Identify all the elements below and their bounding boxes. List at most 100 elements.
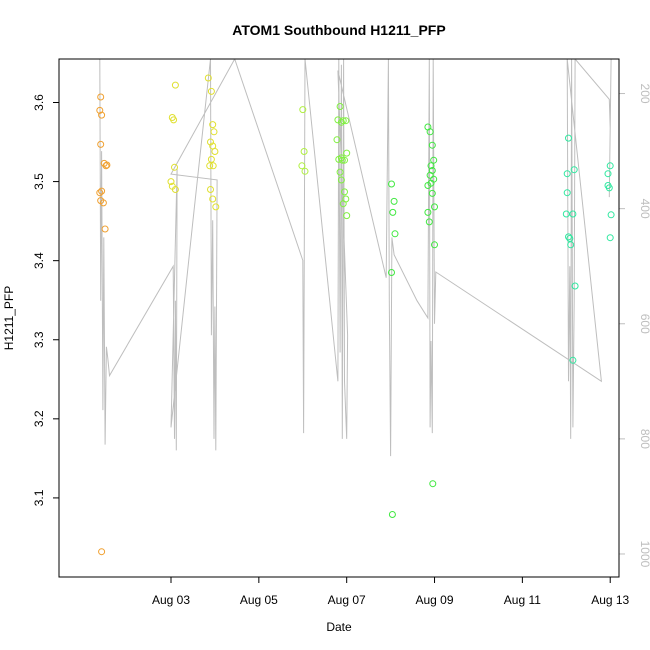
data-point: [170, 116, 178, 124]
data-point: [606, 162, 614, 170]
data-point: [388, 269, 395, 276]
y-tick-label: 3.4: [32, 252, 46, 269]
data-point: [431, 241, 438, 249]
data-points-layer: [96, 74, 615, 556]
x-tick-label: Aug 07: [328, 593, 366, 607]
data-point: [167, 178, 175, 186]
data-point: [334, 116, 342, 124]
data-point: [570, 166, 578, 174]
data-point: [605, 184, 613, 192]
altitude-line-layer: [99, 59, 612, 457]
data-point: [571, 282, 579, 290]
altitude-line: [99, 59, 612, 457]
data-point: [209, 195, 217, 203]
x-tick-label: Aug 05: [240, 593, 278, 607]
data-point: [339, 200, 347, 208]
data-point: [424, 182, 432, 189]
data-point: [103, 161, 111, 169]
data-point: [429, 480, 437, 488]
data-point: [342, 117, 350, 125]
data-point: [565, 233, 572, 241]
data-point: [426, 171, 434, 179]
right-tick-label: 800: [638, 429, 650, 449]
data-point: [604, 170, 612, 178]
data-point: [391, 230, 399, 238]
series-2: [298, 106, 309, 175]
data-point: [430, 156, 438, 164]
data-point: [96, 189, 104, 197]
data-point: [96, 106, 104, 114]
data-point: [567, 241, 575, 249]
data-point: [606, 234, 614, 242]
data-point: [426, 128, 434, 136]
data-point: [298, 162, 306, 170]
data-point: [209, 121, 217, 129]
data-point: [337, 176, 345, 184]
data-point: [300, 148, 308, 155]
data-point: [388, 511, 396, 518]
data-point: [388, 180, 395, 188]
data-point: [171, 81, 179, 89]
data-point: [301, 167, 309, 175]
series-1: [167, 74, 220, 211]
data-point: [98, 548, 106, 556]
data-point: [339, 117, 347, 125]
data-point: [607, 211, 615, 219]
data-point: [569, 210, 577, 218]
x-tick-label: Aug 13: [591, 593, 629, 607]
y-tick-label: 3.1: [32, 489, 46, 506]
data-point: [341, 156, 348, 164]
data-point: [207, 186, 214, 193]
data-point: [337, 118, 345, 126]
x-tick-label: Aug 03: [152, 593, 190, 607]
axes-layer: Aug 03 Aug 05 Aug 07 Aug 09 Aug 11 Aug 13 3.1 3…: [32, 84, 650, 607]
data-point: [562, 210, 570, 218]
data-point: [333, 136, 341, 144]
data-point: [424, 208, 432, 216]
x-axis-label: Date: [326, 620, 352, 634]
chart-title: ATOM1 Southbound H1211_PFP: [232, 22, 445, 38]
right-tick-label: 400: [638, 199, 650, 219]
data-point: [212, 203, 220, 211]
data-point: [563, 189, 571, 197]
data-point: [209, 162, 217, 170]
data-point: [336, 103, 344, 110]
data-point: [204, 74, 212, 82]
data-point: [390, 197, 398, 205]
data-point: [336, 168, 344, 176]
y-tick-label: 3.6: [32, 94, 46, 111]
data-point: [207, 155, 215, 163]
data-point: [97, 140, 105, 148]
series-3: [333, 103, 351, 220]
data-point: [98, 111, 106, 119]
y-axis-label: H1211_PFP: [2, 286, 16, 350]
data-point: [343, 212, 351, 220]
data-point: [389, 208, 397, 216]
series-0: [96, 93, 111, 556]
data-point: [210, 128, 218, 136]
data-point: [211, 148, 219, 155]
data-point: [428, 189, 436, 197]
series-4: [388, 123, 438, 518]
data-point: [171, 186, 179, 193]
data-point: [171, 163, 178, 171]
x-tick-label: Aug 11: [504, 593, 541, 607]
data-point: [563, 170, 571, 178]
y-tick-label: 3.5: [32, 173, 46, 190]
right-tick-label: 1000: [638, 541, 650, 568]
data-point: [565, 134, 572, 142]
x-tick-label: Aug 09: [416, 593, 454, 607]
y-tick-label: 3.2: [32, 410, 46, 427]
data-point: [206, 162, 214, 170]
series-5: [562, 134, 615, 364]
data-point: [97, 93, 105, 101]
data-point: [101, 225, 109, 233]
data-point: [343, 149, 351, 157]
data-point: [207, 87, 215, 95]
right-tick-label: 200: [638, 84, 650, 104]
data-point: [102, 162, 110, 170]
data-point: [341, 188, 348, 196]
data-point: [207, 138, 214, 146]
